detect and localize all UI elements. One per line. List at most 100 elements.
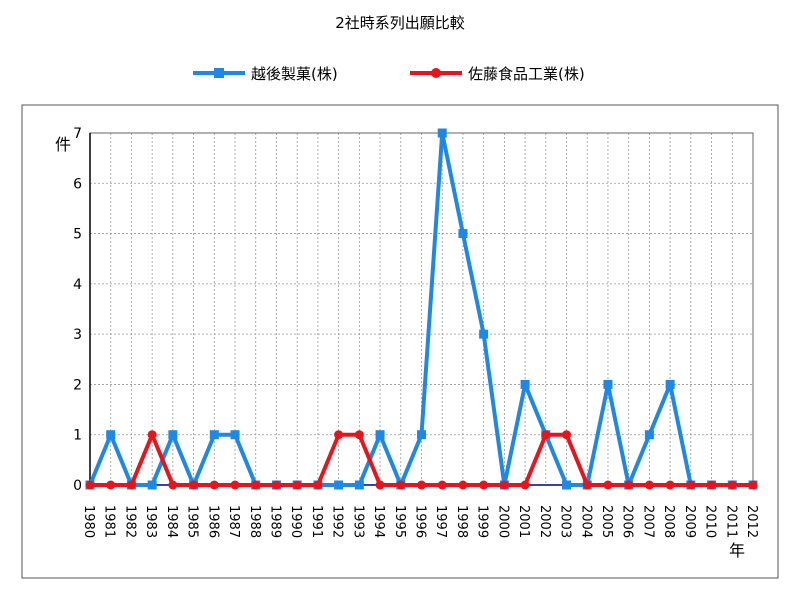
x-tick-label: 2004 xyxy=(578,505,593,538)
data-point-circle xyxy=(375,480,385,490)
data-point-square xyxy=(665,379,675,389)
data-point-circle xyxy=(458,480,468,490)
x-tick-label: 2003 xyxy=(558,505,573,538)
x-tick-label: 2005 xyxy=(599,505,614,538)
x-tick-label: 2000 xyxy=(495,505,510,538)
x-tick-label: 1986 xyxy=(205,505,220,538)
legend: 越後製菓(株) 佐藤食品工業(株) xyxy=(193,65,585,83)
x-tick-label: 1992 xyxy=(330,505,345,538)
data-point-circle xyxy=(727,480,737,490)
legend-label: 佐藤食品工業(株) xyxy=(468,65,585,83)
x-tick-label: 2001 xyxy=(516,505,531,538)
x-tick-label: 2012 xyxy=(744,505,759,538)
data-point-circle xyxy=(189,480,199,490)
data-point-circle xyxy=(85,480,95,490)
x-tick-label: 2009 xyxy=(682,505,697,538)
legend-label: 越後製菓(株) xyxy=(251,65,338,83)
data-point-circle xyxy=(479,480,489,490)
x-tick-label: 1984 xyxy=(164,505,179,538)
x-tick-label: 1996 xyxy=(413,505,428,538)
x-tick-label: 1981 xyxy=(102,505,117,538)
chart-title: 2社時系列出願比較 xyxy=(335,14,465,32)
x-tick-label: 1985 xyxy=(185,505,200,538)
data-point-circle xyxy=(748,480,758,490)
data-point-circle xyxy=(209,480,219,490)
data-point-circle xyxy=(541,430,551,440)
data-point-square xyxy=(334,480,344,490)
data-point-circle xyxy=(354,430,364,440)
y-tick-label: 5 xyxy=(73,227,82,243)
data-point-square xyxy=(106,430,116,440)
data-point-circle xyxy=(292,480,302,490)
data-point-square xyxy=(230,430,240,440)
data-point-circle xyxy=(251,480,261,490)
legend-marker-square xyxy=(214,68,224,78)
x-tick-label: 1990 xyxy=(288,505,303,538)
x-tick-label: 1997 xyxy=(433,505,448,538)
y-tick-label: 6 xyxy=(73,176,82,192)
data-point-square xyxy=(354,480,364,490)
data-point-circle xyxy=(562,430,572,440)
x-tick-label: 1989 xyxy=(267,505,282,538)
x-tick-label: 1988 xyxy=(247,505,262,538)
data-point-circle xyxy=(168,480,178,490)
y-axis-label: 件 xyxy=(55,135,71,154)
y-tick-label: 3 xyxy=(73,327,82,343)
x-tick-label: 1998 xyxy=(454,505,469,538)
data-point-square xyxy=(603,379,613,389)
data-point-square xyxy=(562,480,572,490)
x-tick-label: 1993 xyxy=(350,505,365,538)
data-point-circle xyxy=(686,480,696,490)
x-tick-label: 1983 xyxy=(143,505,158,538)
y-tick-label: 4 xyxy=(73,277,82,293)
data-point-circle xyxy=(644,480,654,490)
data-point-square xyxy=(375,430,385,440)
axes: 0 1 2 3 4 5 6 7 1980 1981 1982 1983 1984 1985 1986 1987… xyxy=(73,126,759,538)
x-tick-label: 1999 xyxy=(475,505,490,538)
x-tick-label: 2011 xyxy=(723,505,738,538)
x-tick-label: 2010 xyxy=(703,505,718,538)
y-tick-label: 1 xyxy=(73,428,82,444)
data-point-square xyxy=(209,430,219,440)
data-point-square xyxy=(437,128,447,138)
data-point-circle xyxy=(126,480,136,490)
data-point-circle xyxy=(334,430,344,440)
y-tick-label: 2 xyxy=(73,377,82,393)
data-point-circle xyxy=(624,480,634,490)
data-point-circle xyxy=(665,480,675,490)
x-tick-label: 1994 xyxy=(371,505,386,538)
x-tick-label: 2007 xyxy=(640,505,655,538)
data-point-circle xyxy=(396,480,406,490)
x-tick-label: 2008 xyxy=(661,505,676,538)
legend-marker-circle xyxy=(431,68,441,78)
x-tick-label: 1980 xyxy=(81,505,96,538)
data-point-circle xyxy=(271,480,281,490)
x-tick-label: 1982 xyxy=(122,505,137,538)
series-group xyxy=(85,128,758,490)
data-point-square xyxy=(168,430,178,440)
data-point-circle xyxy=(313,480,323,490)
data-point-circle xyxy=(230,480,240,490)
data-point-circle xyxy=(603,480,613,490)
x-tick-label: 2006 xyxy=(620,505,635,538)
data-point-circle xyxy=(437,480,447,490)
data-point-circle xyxy=(582,480,592,490)
data-point-circle xyxy=(147,430,157,440)
data-point-circle xyxy=(106,480,116,490)
data-point-square xyxy=(520,379,530,389)
data-point-circle xyxy=(417,480,426,490)
data-point-square xyxy=(417,430,426,440)
data-point-square xyxy=(147,480,157,490)
data-point-circle xyxy=(707,480,717,490)
x-tick-label: 1991 xyxy=(309,505,324,538)
data-point-circle xyxy=(499,480,509,490)
x-axis-label: 年 xyxy=(729,541,745,560)
data-point-square xyxy=(644,430,654,440)
data-point-circle xyxy=(520,480,530,490)
chart-border xyxy=(21,104,779,579)
y-tick-label: 0 xyxy=(73,478,82,494)
data-point-square xyxy=(479,329,489,339)
x-tick-label: 1995 xyxy=(392,505,407,538)
